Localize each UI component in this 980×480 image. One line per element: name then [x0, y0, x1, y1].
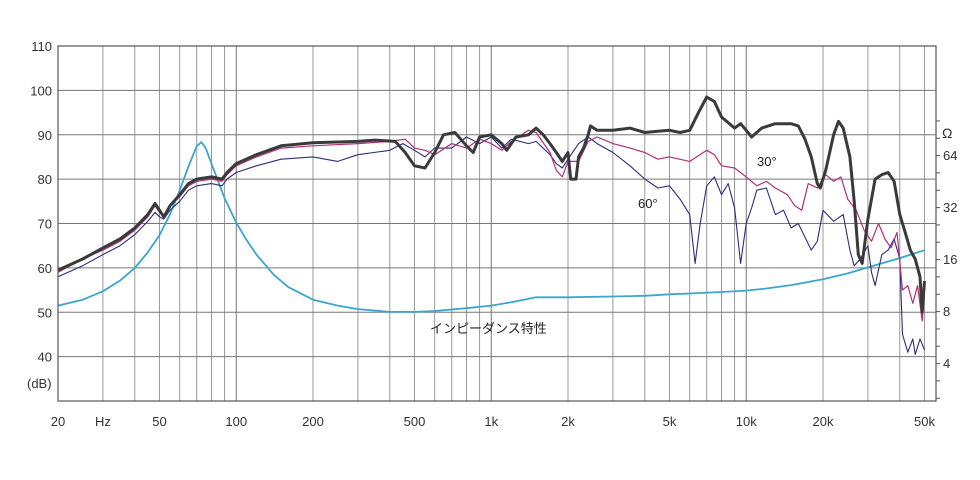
- x-tick-label: 20: [51, 414, 65, 429]
- plot-frame: [57, 45, 937, 402]
- x-tick-label: 500: [404, 414, 426, 429]
- y-tick-label: 60: [38, 261, 52, 276]
- impedance-tick-label: 8: [943, 304, 950, 319]
- y-tick-label: 100: [30, 83, 52, 98]
- x-tick-label: 50: [152, 414, 166, 429]
- annotation-30-degree: 30°: [757, 154, 777, 169]
- chart-series: [57, 95, 926, 355]
- x-tick-label: 20k: [813, 414, 834, 429]
- impedance-tick-label: 32: [943, 200, 957, 215]
- y-tick-label: 80: [38, 172, 52, 187]
- x-tick-label: 200: [302, 414, 324, 429]
- y-tick-label: 50: [38, 305, 52, 320]
- chart-grid: [57, 46, 936, 401]
- impedance-tick-label: 4: [943, 356, 950, 371]
- x-tick-label: 10k: [736, 414, 757, 429]
- annotation-60-degree: 60°: [638, 196, 658, 211]
- x-tick-label: Hz: [95, 414, 111, 429]
- impedance-axis-labels: 4 8 16 32 64: [943, 148, 957, 371]
- ohm-unit-label: Ω: [942, 125, 952, 141]
- series-line-60deg: [57, 136, 926, 355]
- x-tick-label: 5k: [663, 414, 677, 429]
- x-tick-label: 1k: [484, 414, 498, 429]
- impedance-axis-ticks: [936, 120, 940, 399]
- impedance-tick-label: 16: [943, 252, 957, 267]
- x-axis-labels: 20 Hz 50 100 200 500 1k 2k 5k 10k 20k 50k: [51, 414, 936, 429]
- series-line-impedance: [57, 141, 925, 313]
- y-tick-label: 40: [38, 350, 52, 365]
- y-axis-labels: 40 50 60 70 80 90 100 110: [30, 39, 52, 365]
- y-tick-label: 70: [38, 217, 52, 232]
- y-tick-label: 110: [31, 39, 52, 54]
- x-tick-label: 50k: [914, 414, 935, 429]
- annotation-impedance: インピーダンス特性: [430, 321, 547, 336]
- x-tick-label: 2k: [561, 414, 575, 429]
- impedance-tick-label: 64: [943, 148, 957, 163]
- y-axis-unit: (dB): [27, 376, 52, 391]
- series-line-0deg: [57, 95, 926, 314]
- x-tick-label: 100: [225, 414, 247, 429]
- y-tick-label: 90: [38, 128, 52, 143]
